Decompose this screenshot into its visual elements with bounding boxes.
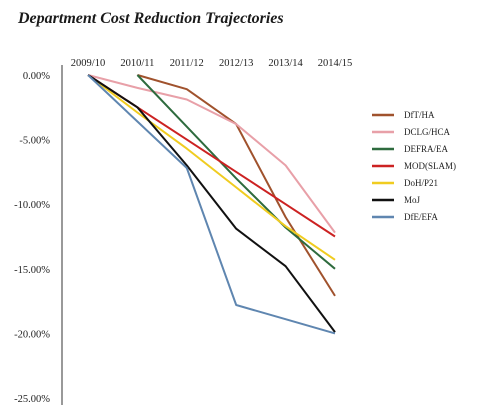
x-tick-label: 2014/15	[318, 58, 352, 69]
legend-label: MoJ	[404, 195, 421, 205]
x-tick-label: 2012/13	[219, 58, 253, 69]
chart-title: Department Cost Reduction Trajectories	[18, 10, 284, 27]
y-tick-label: 0.00%	[23, 71, 50, 82]
series-line	[137, 74, 336, 297]
series-line	[87, 74, 336, 261]
legend-label: DfT/HA	[404, 110, 435, 120]
y-tick-label: -20.00%	[14, 329, 50, 340]
legend-label: DfE/EFA	[404, 212, 438, 222]
x-tick-label: 2010/11	[120, 58, 154, 69]
x-tick-label: 2013/14	[268, 58, 303, 69]
legend-label: DoH/P21	[404, 178, 438, 188]
series-line	[87, 74, 336, 234]
legend-label: DEFRA/EA	[404, 144, 449, 154]
y-tick-label: -15.00%	[14, 265, 50, 276]
x-tick-label: 2009/10	[71, 58, 105, 69]
series-line	[87, 74, 336, 333]
y-tick-label: -10.00%	[14, 200, 50, 211]
legend-label: MOD(SLAM)	[404, 161, 456, 171]
y-tick-label: -5.00%	[19, 136, 50, 147]
legend-label: DCLG/HCA	[404, 127, 451, 137]
series-line	[136, 74, 336, 270]
x-tick-label: 2011/12	[170, 58, 204, 69]
y-tick-label: -25.00%	[14, 394, 50, 405]
series-line	[87, 74, 336, 335]
